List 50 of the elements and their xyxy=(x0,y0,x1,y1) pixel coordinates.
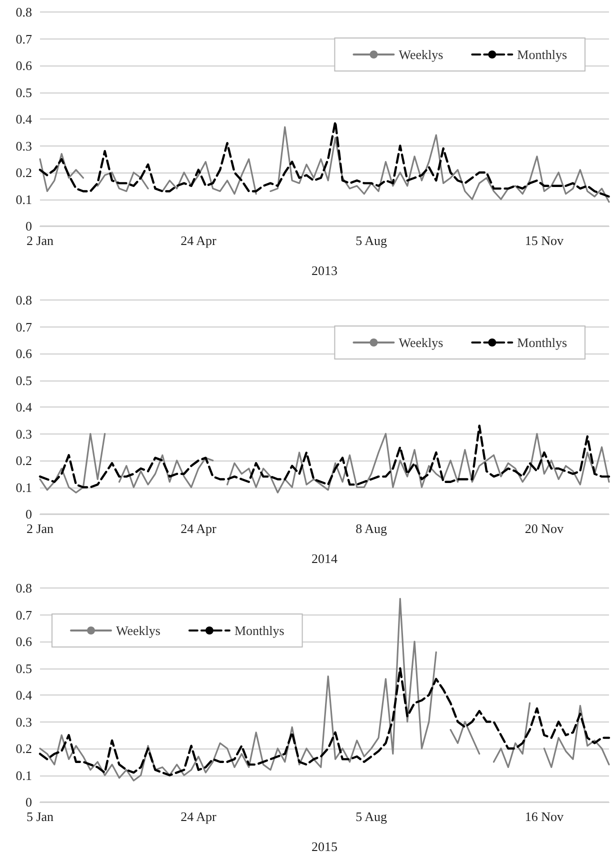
y-tick-label: 0.7 xyxy=(16,319,32,334)
y-tick-label: 0 xyxy=(26,218,32,234)
y-tick-label: 0 xyxy=(26,506,32,522)
y-tick-label: 0.3 xyxy=(16,138,32,154)
x-axis-title: 2013 xyxy=(312,263,338,278)
x-tick-label: 24 Apr xyxy=(180,521,217,536)
y-tick-label: 0.2 xyxy=(16,741,32,756)
y-tick-label: 0.6 xyxy=(16,634,32,649)
y-tick-label: 0.4 xyxy=(16,688,32,702)
y-tick-label: 0.7 xyxy=(16,607,32,622)
x-tick-label: 2 Jan xyxy=(26,233,54,248)
x-tick-label: 16 Nov xyxy=(524,809,564,824)
y-tick-label: 0 xyxy=(26,794,32,810)
x-axis-title: 2015 xyxy=(312,839,338,854)
y-tick-label: 0.5 xyxy=(16,372,32,388)
x-tick-label: 5 Aug xyxy=(356,233,388,248)
y-tick-label: 0.1 xyxy=(16,480,32,495)
legend-label: Weeklys xyxy=(398,47,444,62)
y-tick-label: 0.5 xyxy=(16,660,32,676)
y-tick-label: 0.3 xyxy=(16,714,32,730)
line-series xyxy=(38,667,610,776)
legend-label: Weeklys xyxy=(398,335,444,350)
y-tick-label: 0.8 xyxy=(16,292,32,308)
legend-label: Monthlys xyxy=(234,623,284,638)
legend-label: Monthlys xyxy=(517,335,567,350)
x-axis-title: 2014 xyxy=(312,551,338,566)
y-tick-label: 0.8 xyxy=(16,580,32,596)
legend-label: Weeklys xyxy=(116,623,160,638)
x-tick-label: 20 Nov xyxy=(524,521,564,536)
y-tick-label: 0.5 xyxy=(16,84,32,100)
y-tick-label: 0.4 xyxy=(16,112,32,126)
y-tick-label: 0.2 xyxy=(16,453,32,468)
x-tick-label: 24 Apr xyxy=(180,233,217,248)
x-tick-label: 15 Nov xyxy=(524,233,564,248)
y-tick-label: 0.6 xyxy=(16,58,32,73)
y-tick-label: 0.4 xyxy=(16,400,32,414)
y-tick-label: 0.1 xyxy=(16,192,32,207)
y-tick-label: 0.3 xyxy=(16,426,32,442)
y-tick-label: 0.7 xyxy=(16,31,32,46)
y-tick-label: 0.2 xyxy=(16,165,32,180)
line-series xyxy=(38,424,610,488)
x-tick-label: 2 Jan xyxy=(26,521,54,536)
y-tick-label: 0.6 xyxy=(16,346,32,361)
y-tick-label: 0.1 xyxy=(16,768,32,783)
legend-label: Monthlys xyxy=(517,47,567,62)
x-tick-label: 8 Aug xyxy=(356,521,388,536)
x-tick-label: 5 Jan xyxy=(26,809,54,824)
x-tick-label: 24 Apr xyxy=(180,809,217,824)
y-tick-label: 0.8 xyxy=(16,4,32,20)
x-tick-label: 5 Aug xyxy=(356,809,388,824)
